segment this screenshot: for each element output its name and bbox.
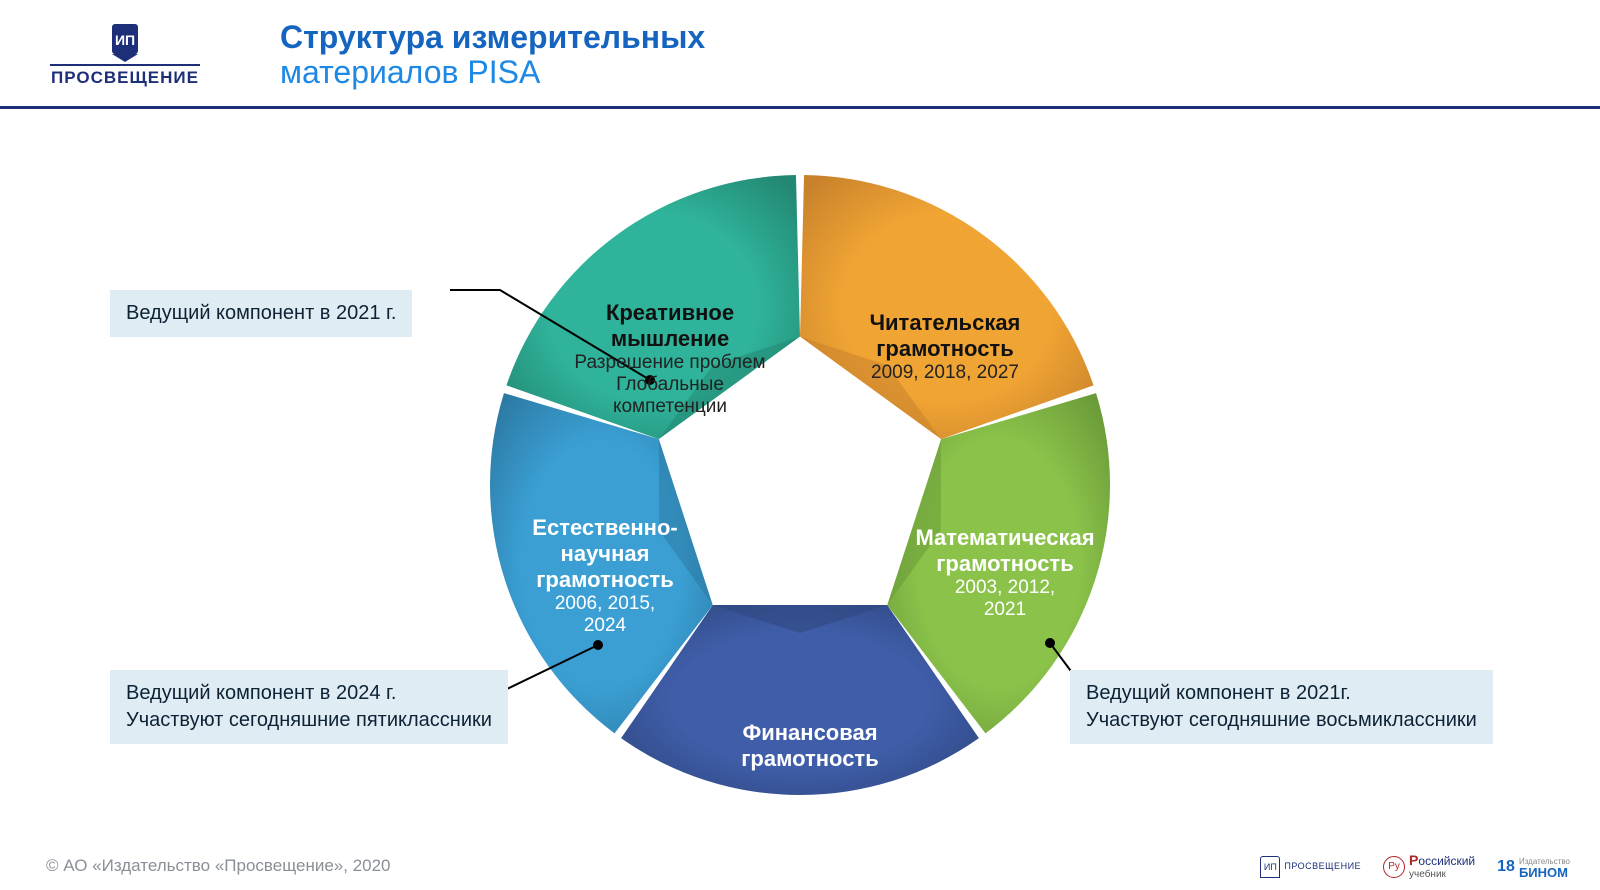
shield-icon: ИП bbox=[1260, 856, 1280, 878]
footer: © АО «Издательство «Просвещение», 2020 И… bbox=[0, 840, 1600, 890]
logo-mark-text: ИП bbox=[115, 32, 135, 48]
pisa-structure-diagram: Ведущий компонент в 2021 г. Ведущий комп… bbox=[0, 120, 1600, 830]
brand-logo: ИП ПРОСВЕЩЕНИЕ bbox=[50, 22, 200, 88]
callout-creative: Ведущий компонент в 2021 г. bbox=[110, 290, 412, 337]
footer-logo-text: ПРОСВЕЩЕНИЕ bbox=[1284, 862, 1361, 871]
callout-math: Ведущий компонент в 2021г.Участвуют сего… bbox=[1070, 670, 1493, 744]
header: ИП ПРОСВЕЩЕНИЕ Структура измерительных м… bbox=[0, 0, 1600, 100]
title-line-2: материалов PISA bbox=[280, 55, 705, 90]
logo-text: ПРОСВЕЩЕНИЕ bbox=[50, 68, 200, 88]
callout-text: Ведущий компонент в 2021 г. bbox=[126, 302, 396, 324]
circle-icon: Ру bbox=[1383, 856, 1405, 878]
logo-underline bbox=[50, 64, 200, 66]
callout-text: Ведущий компонент в 2024 г.Участвуют сег… bbox=[126, 682, 492, 731]
copyright: © АО «Издательство «Просвещение», 2020 bbox=[46, 856, 391, 876]
footer-logo-text: ИздательствоБИНОМ bbox=[1519, 854, 1570, 879]
title-line-1: Структура измерительных bbox=[280, 20, 705, 55]
footer-logo-binom: 18 ИздательствоБИНОМ bbox=[1497, 854, 1570, 879]
footer-logo-prosv: ИП ПРОСВЕЩЕНИЕ bbox=[1260, 856, 1361, 878]
page-title: Структура измерительных материалов PISA bbox=[280, 20, 705, 90]
logo-mark-icon: ИП bbox=[108, 22, 142, 62]
callout-science: Ведущий компонент в 2024 г.Участвуют сег… bbox=[110, 670, 508, 744]
footer-logo-prefix: 18 bbox=[1497, 858, 1515, 876]
footer-logo-text: Российскийучебник bbox=[1409, 853, 1475, 880]
footer-logo-ru: Ру Российскийучебник bbox=[1383, 853, 1475, 880]
footer-logos: ИП ПРОСВЕЩЕНИЕ Ру Российскийучебник 18 И… bbox=[1260, 853, 1570, 880]
callout-text: Ведущий компонент в 2021г.Участвуют сего… bbox=[1086, 682, 1477, 731]
